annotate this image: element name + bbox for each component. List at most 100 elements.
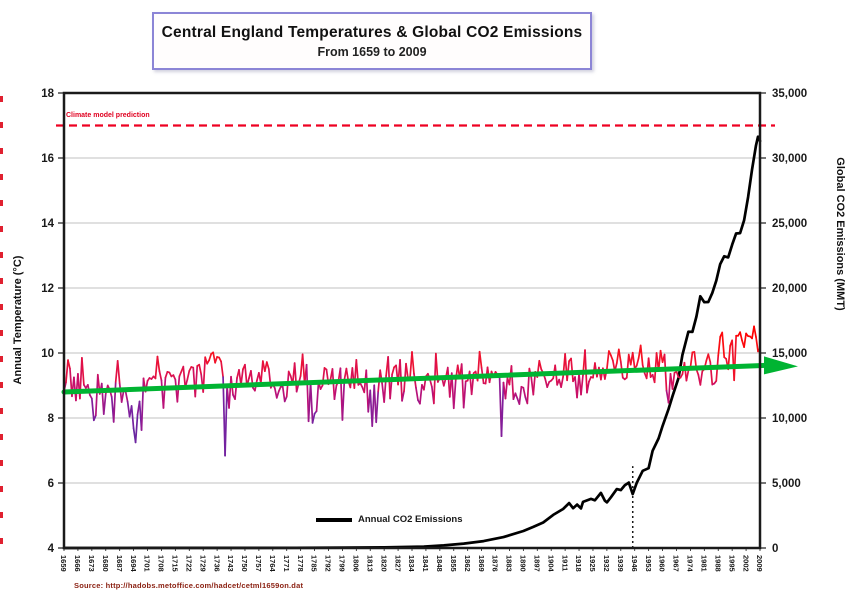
temperature-line-segment bbox=[186, 370, 191, 381]
temperature-line-segment bbox=[580, 373, 584, 396]
temperature-line-segment bbox=[667, 372, 672, 404]
temperature-line-segment bbox=[198, 363, 203, 376]
x-axis-tick-label: 1890 bbox=[519, 555, 528, 572]
x-axis-tick-label: 1680 bbox=[101, 555, 110, 572]
temperature-line-segment bbox=[717, 335, 722, 357]
x-axis-tick-label: 2009 bbox=[755, 555, 764, 572]
temperature-line-segment bbox=[65, 359, 69, 384]
co2-emissions-line bbox=[62, 135, 762, 550]
temperature-line-segment bbox=[120, 389, 125, 403]
right-axis-tick-label: 30,000 bbox=[772, 153, 807, 165]
temperature-line-segment bbox=[140, 377, 145, 431]
left-axis-tick-label: 14 bbox=[41, 218, 54, 230]
left-axis-tick-label: 8 bbox=[48, 413, 55, 425]
x-axis-tick-label: 1904 bbox=[546, 555, 555, 573]
temperature-line-segment bbox=[293, 362, 298, 393]
right-axis-tick-label: 20,000 bbox=[772, 283, 807, 295]
temperature-line-segment bbox=[92, 414, 97, 422]
x-axis-tick-label: 1722 bbox=[184, 555, 193, 572]
temperature-line-segment bbox=[510, 365, 515, 400]
x-axis-tick-label: 1981 bbox=[700, 555, 709, 572]
right-axis-tick-label: 5,000 bbox=[772, 478, 801, 490]
x-axis-tick-label: 1708 bbox=[157, 555, 166, 572]
x-axis-tick-label: 1687 bbox=[115, 555, 124, 572]
x-axis-tick-label: 1694 bbox=[129, 555, 138, 573]
temperature-line-segment bbox=[631, 351, 636, 370]
legend: Annual CO2 Emissions bbox=[316, 514, 463, 525]
x-axis-tick-label: 1932 bbox=[602, 555, 611, 572]
temperature-line-segment bbox=[281, 385, 286, 403]
right-axis-tick-label: 25,000 bbox=[772, 218, 807, 230]
temperature-line-segment bbox=[739, 331, 743, 342]
temperature-line-segment bbox=[675, 370, 680, 378]
chart-title: Central England Temperatures & Global CO… bbox=[161, 23, 583, 41]
x-axis-tick-label: 1813 bbox=[365, 555, 374, 572]
temperature-line-segment bbox=[94, 373, 99, 417]
temperature-line-segment bbox=[228, 375, 232, 409]
right-axis-tick-label: 0 bbox=[772, 543, 778, 555]
temperature-line-segment bbox=[671, 371, 676, 390]
left-axis-tick-label: 18 bbox=[41, 88, 54, 100]
left-axis-tick-label: 6 bbox=[48, 478, 54, 490]
x-axis-tick-label: 1995 bbox=[727, 555, 736, 572]
temperature-line-segment bbox=[214, 356, 218, 364]
plot-border bbox=[62, 91, 762, 550]
x-axis-tick-label: 1701 bbox=[143, 555, 152, 572]
x-axis-tick-label: 1862 bbox=[463, 555, 472, 572]
x-axis-tick-label: 1715 bbox=[171, 555, 180, 572]
source-link-text: Source: http://hadobs.metoffice.com/hadc… bbox=[74, 581, 304, 590]
temperature-line-segment bbox=[685, 369, 690, 382]
x-axis-tick-label: 1974 bbox=[686, 555, 695, 573]
temperature-line-segment bbox=[118, 382, 123, 403]
temperature-line-segment bbox=[522, 386, 527, 399]
temperature-line-segment bbox=[162, 376, 167, 409]
temperature-line-segment bbox=[365, 369, 370, 413]
temperature-line-segment bbox=[753, 325, 757, 338]
x-axis-tick-label: 1876 bbox=[491, 555, 500, 572]
temperature-line-segment bbox=[635, 357, 640, 367]
temperature-line-segment bbox=[116, 359, 121, 385]
left-axis-tick-label: 4 bbox=[48, 543, 55, 555]
left-axis-tick-label: 10 bbox=[41, 348, 54, 360]
temperature-line-segment bbox=[663, 353, 668, 392]
temperature-line-segment bbox=[102, 392, 107, 415]
temperature-line-segment bbox=[194, 365, 199, 398]
temperature-line-segment bbox=[240, 368, 244, 386]
temperature-line-segment bbox=[639, 344, 644, 366]
climate-model-annotation: Climate model prediction bbox=[66, 112, 150, 119]
temperature-line-segment bbox=[419, 384, 423, 405]
temperature-line-segment bbox=[158, 370, 163, 382]
x-axis-tick-label: 1925 bbox=[588, 555, 597, 572]
x-axis-tick-label: 1785 bbox=[310, 555, 319, 572]
temperature-line-segment bbox=[478, 350, 483, 369]
x-axis-tick-label: 1939 bbox=[616, 555, 625, 572]
x-axis-tick-label: 1666 bbox=[73, 555, 82, 572]
temperature-line-segment bbox=[283, 395, 288, 403]
x-axis-tick-label: 1918 bbox=[574, 555, 583, 572]
right-axis-tick-label: 35,000 bbox=[772, 88, 807, 100]
x-axis-tick-label: 1841 bbox=[421, 555, 430, 572]
temperature-line-segment bbox=[265, 361, 270, 370]
temperature-line-segment bbox=[699, 370, 704, 386]
x-axis-tick-label: 1911 bbox=[560, 555, 569, 571]
temperature-line-segment bbox=[130, 405, 135, 430]
temperature-line-segment bbox=[538, 359, 543, 371]
temperature-line-segment bbox=[625, 353, 630, 379]
temperature-line-segment bbox=[586, 380, 590, 394]
temperature-line-segment bbox=[156, 355, 161, 373]
temperature-line-segment bbox=[134, 413, 139, 444]
x-axis-tick-label: 1855 bbox=[449, 555, 458, 572]
x-axis-tick-label: 1771 bbox=[282, 555, 291, 572]
temperature-line-segment bbox=[178, 370, 183, 378]
left-axis-tick-label: 12 bbox=[41, 283, 54, 295]
temperature-line-segment bbox=[560, 375, 564, 388]
left-axis-tick-label: 16 bbox=[41, 153, 54, 165]
x-axis-tick-label: 1820 bbox=[379, 555, 388, 572]
x-axis-tick-label: 1967 bbox=[672, 555, 681, 572]
x-axis-tick-label: 1960 bbox=[658, 555, 667, 572]
temperature-line-segment bbox=[755, 336, 759, 353]
x-axis-tick-label: 1757 bbox=[254, 555, 263, 572]
temperature-line-segment bbox=[90, 397, 95, 422]
x-axis-tick-label: 1729 bbox=[198, 555, 207, 572]
